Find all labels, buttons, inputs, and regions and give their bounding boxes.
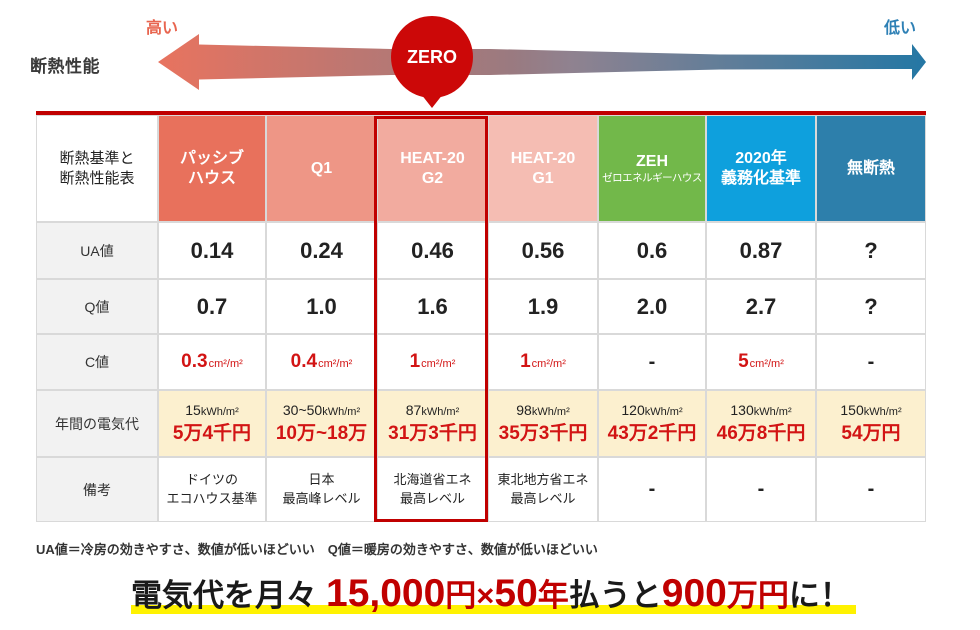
svg-text:ZERO: ZERO: [407, 47, 457, 67]
